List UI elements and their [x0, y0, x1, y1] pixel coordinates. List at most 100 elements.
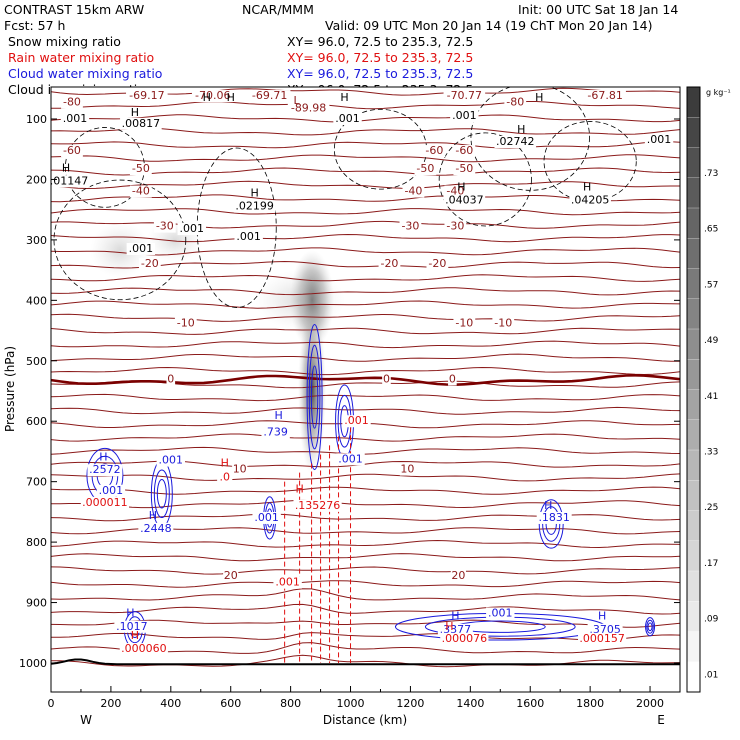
isotherm: [51, 486, 680, 495]
snow-label: .001: [236, 230, 261, 243]
y-tick-label: 500: [26, 355, 47, 368]
temperature-low-marker: L: [294, 94, 301, 107]
isotherm: [51, 167, 680, 176]
snow-label: .04205: [571, 194, 610, 207]
temperature-label-bg: [423, 145, 446, 158]
cloud-water-label: .001: [254, 511, 279, 524]
colorbar-cell: [686, 86, 701, 118]
x-tick-label: 600: [220, 697, 241, 710]
temperature-label: -40: [446, 185, 464, 198]
colorbar-cell: [686, 147, 701, 179]
isotherm: [51, 300, 680, 309]
snow-high-marker: H: [457, 180, 465, 193]
temperature-min-label-bg: [191, 90, 234, 103]
x-tick-label: 0: [48, 697, 55, 710]
ice-shading: [90, 218, 345, 475]
snow-label-bg: [569, 194, 611, 207]
terrain-line: [51, 658, 680, 666]
temperature-contours: [51, 87, 680, 668]
isotherm: [51, 208, 680, 216]
y-tick-label: 900: [26, 597, 47, 610]
temperature-label-bg: [414, 163, 437, 176]
temperature-min-label: -70.77: [447, 89, 482, 102]
cloud-water-label: .1831: [538, 511, 570, 524]
isotherm: [51, 393, 680, 402]
colorbar-cell: [686, 359, 701, 391]
cloud-water-high-marker: H: [149, 509, 157, 522]
temperature-label: -20: [141, 257, 159, 270]
colorbar-cell: [686, 238, 701, 270]
y-tick-label: 800: [26, 536, 47, 549]
temperature-min-label-bg: [443, 90, 486, 103]
temperature-label-bg: [444, 185, 467, 198]
colorbar-label: .65: [704, 225, 718, 235]
temperature-label: 20: [224, 569, 238, 582]
temperature-label: -50: [132, 162, 150, 175]
colorbar-cell: [686, 117, 701, 149]
rain-label-bg: [273, 576, 302, 589]
temperature-min-label-bg: [584, 90, 626, 103]
cloud-water-label-bg: [536, 511, 572, 524]
colorbar-label: .33: [704, 448, 718, 458]
header-forecast: Fcst: 57 h: [4, 18, 65, 33]
temperature-label-bg: [61, 96, 83, 109]
x-tick-label: 1400: [456, 697, 484, 710]
temperature-label: -10: [177, 316, 195, 329]
isotherm: [51, 588, 680, 601]
temperature-label-bg: [453, 317, 476, 330]
isotherm: [51, 603, 680, 615]
temperature-label-bg: [402, 185, 425, 198]
isotherm: [51, 114, 680, 123]
rain-high-marker: H: [221, 457, 229, 470]
rain-label-bg: [578, 632, 627, 645]
field-xy-rain: XY= 96.0, 72.5 to 235.3, 72.5: [287, 50, 473, 65]
temperature-label-bg: [223, 569, 239, 582]
rain-label: .001: [275, 576, 300, 589]
temperature-label: 10: [233, 463, 247, 476]
header-valid: Valid: 09 UTC Mon 20 Jan 14 (19 ChT Mon …: [325, 18, 653, 33]
y-tick-label: 200: [26, 173, 47, 186]
contour-labels: -80 -80 -60 -60 -60 -50 -50 -50 -40 -40 -40 -30 -30 -…: [48, 89, 674, 656]
colorbar-unit: g kg⁻¹: [706, 88, 731, 97]
colorbar-label: .57: [704, 280, 718, 290]
cloud-water-label-bg: [486, 607, 515, 620]
colorbar: .73 .65 .57 .49 .41 .33 .25 .17 .09 .01: [686, 86, 719, 693]
snow-label: .01147: [50, 174, 89, 187]
x-tick-label: 200: [100, 697, 121, 710]
snow-high-marker: H: [131, 106, 139, 119]
colorbar-label: .73: [704, 169, 718, 179]
temperature-min-label-bg: [248, 90, 291, 103]
snow-label: .02199: [235, 200, 274, 213]
isotherm: [51, 553, 680, 562]
temperature-label: -20: [380, 257, 398, 270]
isotherm: [51, 366, 680, 376]
snow-high-marker: H: [227, 91, 235, 104]
cloud-water-high-marker: H: [544, 499, 552, 512]
colorbar-label: .17: [704, 559, 718, 569]
colorbar-cell: [686, 540, 701, 572]
colorbar-cell: [686, 510, 701, 542]
colorbar-cell: [686, 480, 701, 512]
temperature-label: -30: [156, 220, 174, 233]
field-name-snow: Snow mixing ratio: [8, 34, 121, 49]
temperature-label-bg: [138, 258, 161, 271]
temperature-label-bg: [382, 373, 391, 386]
temperature-label: 20: [451, 569, 465, 582]
colorbar-cell: [686, 449, 701, 481]
x-tick-label: 2000: [636, 697, 664, 710]
cloud-water-label: .2572: [89, 463, 121, 476]
header-title: CONTRAST 15km ARW: [4, 2, 144, 17]
plot-frame: [50, 86, 681, 693]
colorbar-label: .49: [704, 336, 719, 346]
colorbar-cell: [686, 389, 701, 421]
temperature-label: -80: [506, 96, 524, 109]
rain-label: .000060: [121, 642, 167, 655]
isotherm: [51, 513, 680, 522]
colorbar-cell: [686, 328, 701, 360]
isotherm: [51, 446, 680, 455]
rain-high-marker: H: [445, 620, 453, 633]
cloud-water-contour: [153, 469, 170, 519]
cloud-water-label: .1017: [116, 620, 148, 633]
y-tick-label: 700: [26, 476, 47, 489]
